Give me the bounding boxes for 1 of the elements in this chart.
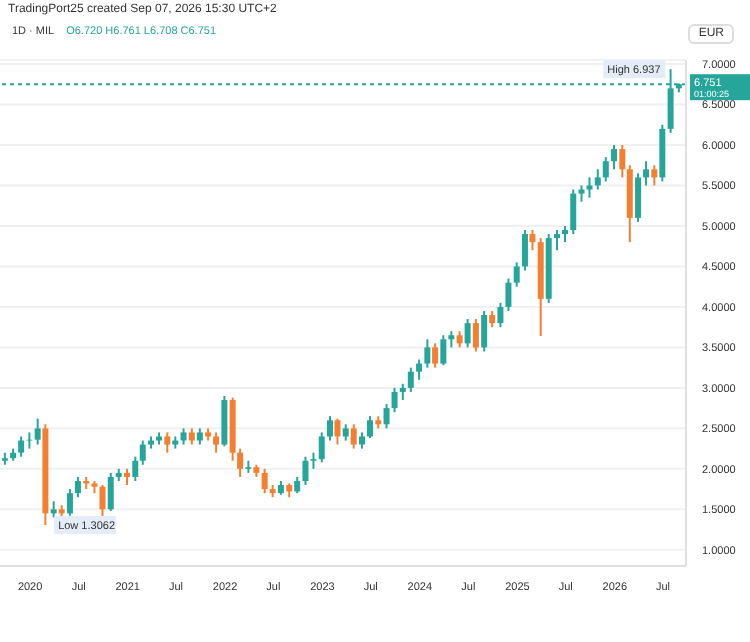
candlestick bbox=[26, 432, 33, 449]
